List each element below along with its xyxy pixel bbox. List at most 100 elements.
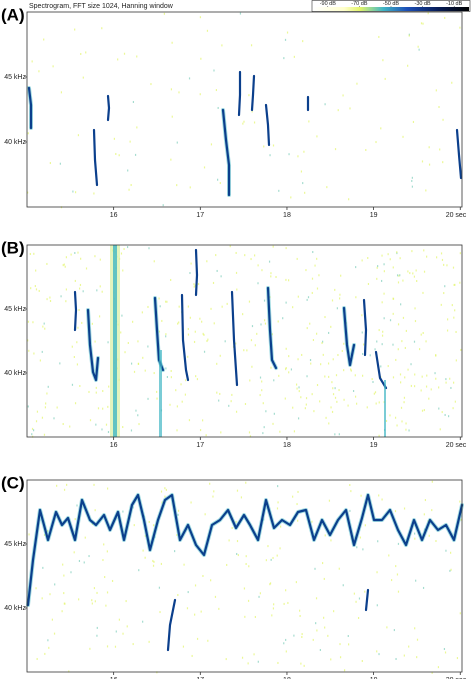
noise-speck: [270, 366, 272, 369]
noise-speck: [325, 416, 327, 419]
noise-speck: [269, 582, 272, 585]
noise-speck: [210, 307, 212, 310]
noise-speck: [79, 287, 81, 290]
noise-speck: [369, 354, 371, 357]
noise-speck: [273, 379, 275, 382]
noise-speck: [65, 288, 67, 291]
noise-speck: [237, 554, 239, 557]
noise-speck: [320, 363, 322, 366]
noise-speck: [309, 322, 311, 325]
noise-speck: [453, 381, 455, 384]
noise-speck: [49, 296, 51, 299]
noise-speck: [64, 265, 66, 268]
noise-speck: [190, 501, 192, 504]
noise-speck: [229, 245, 231, 248]
noise-speck: [175, 389, 177, 392]
noise-speck: [389, 319, 392, 322]
colorbar-label: -10 dB: [446, 1, 463, 7]
noise-speck: [178, 321, 180, 324]
noise-speck: [414, 320, 417, 323]
noise-speck: [358, 597, 361, 600]
noise-speck: [327, 634, 329, 637]
noise-speck: [316, 384, 319, 387]
noise-speck: [196, 378, 199, 381]
noise-speck: [202, 574, 204, 577]
noise-speck: [142, 356, 144, 359]
noise-speck: [316, 287, 319, 290]
noise-speck: [270, 275, 272, 278]
noise-speck: [411, 176, 413, 179]
x-tick-label: 19: [370, 677, 378, 679]
noise-speck: [197, 283, 200, 286]
noise-speck: [184, 393, 186, 396]
noise-speck: [230, 400, 232, 403]
noise-speck: [332, 358, 334, 361]
noise-speck: [349, 509, 351, 512]
noise-speck: [89, 419, 92, 422]
noise-speck: [422, 22, 424, 25]
noise-speck: [217, 106, 219, 109]
noise-speck: [77, 251, 79, 254]
x-tick-label: 18: [283, 212, 291, 219]
noise-speck: [177, 322, 179, 325]
noise-speck: [257, 282, 259, 285]
noise-speck: [396, 573, 399, 576]
noise-speck: [385, 419, 388, 422]
noise-speck: [166, 300, 168, 303]
noise-speck: [97, 407, 100, 410]
noise-speck: [127, 342, 129, 345]
noise-speck: [450, 386, 452, 389]
noise-speck: [193, 340, 196, 343]
noise-speck: [215, 89, 217, 92]
noise-speck: [405, 428, 407, 431]
noise-speck: [353, 592, 355, 595]
noise-speck: [285, 368, 287, 371]
noise-speck: [74, 252, 76, 255]
noise-speck: [394, 416, 397, 419]
noise-speck: [415, 269, 417, 272]
noise-speck: [250, 339, 253, 342]
noise-speck: [251, 325, 254, 328]
noise-speck: [176, 141, 178, 144]
noise-speck: [371, 378, 373, 381]
noise-speck: [78, 309, 80, 312]
noise-speck: [423, 270, 426, 273]
noise-speck: [261, 269, 263, 272]
noise-speck: [297, 490, 299, 493]
noise-speck: [79, 283, 82, 286]
noise-speck: [389, 414, 391, 417]
noise-speck: [106, 645, 109, 648]
noise-speck: [226, 563, 228, 566]
noise-speck: [269, 154, 271, 157]
noise-speck: [45, 402, 47, 405]
plot-frame: [26, 479, 463, 673]
noise-speck: [421, 375, 423, 378]
noise-speck: [349, 484, 351, 487]
noise-speck: [115, 630, 117, 633]
noise-speck: [89, 647, 91, 650]
noise-speck: [436, 256, 438, 259]
noise-speck: [322, 340, 324, 343]
noise-speck: [312, 638, 314, 641]
noise-speck: [438, 386, 440, 389]
y-tick-label: 45 kHz: [4, 74, 26, 81]
noise-speck: [314, 567, 316, 570]
noise-speck: [148, 640, 150, 643]
noise-speck: [459, 26, 461, 29]
noise-speck: [245, 481, 247, 484]
noise-speck: [38, 289, 40, 292]
noise-speck: [443, 292, 445, 295]
noise-speck: [423, 249, 425, 252]
x-tick-label: 17: [196, 442, 204, 449]
noise-speck: [46, 262, 48, 265]
noise-speck: [453, 316, 455, 319]
noise-speck: [276, 507, 279, 510]
noise-speck: [210, 143, 213, 146]
noise-speck: [400, 381, 402, 384]
colorbar-label: -90 dB: [320, 1, 337, 7]
noise-speck: [403, 507, 406, 510]
noise-speck: [395, 358, 397, 361]
noise-speck: [348, 643, 350, 646]
noise-speck: [118, 618, 120, 621]
